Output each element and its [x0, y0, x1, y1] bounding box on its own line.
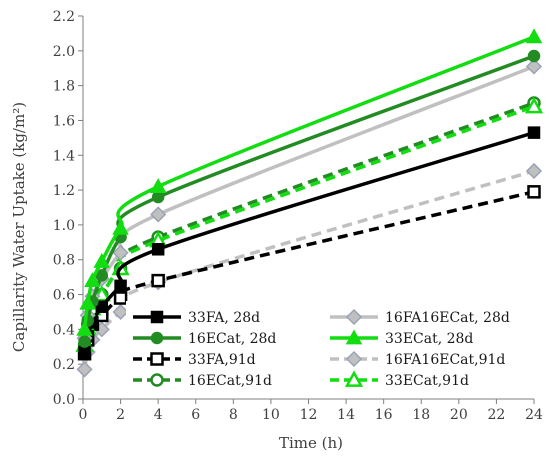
x-tick-label: 14 [337, 407, 355, 423]
legend-swatch-marker [344, 370, 364, 387]
legend-item: 33ECat, 28d [330, 329, 473, 347]
y-tick-label: 1.0 [53, 218, 75, 234]
data-point [527, 126, 541, 139]
y-tick-label: 2.0 [53, 44, 75, 60]
legend-label: 33ECat,91d [385, 373, 469, 389]
legend-label: 16FA16ECat, 28d [385, 310, 510, 326]
legend-item: 33ECat,91d [330, 370, 469, 389]
legend-item: 33FA,91d [133, 352, 256, 368]
data-point [525, 162, 543, 180]
legend-box [126, 301, 530, 393]
data-point [79, 294, 96, 310]
legend-swatch-marker [345, 350, 363, 368]
data-point [78, 335, 91, 348]
legend-swatch-marker [345, 329, 363, 345]
x-tick-label: 0 [79, 407, 88, 423]
data-point [95, 300, 109, 313]
y-tick-label: 0.2 [53, 357, 75, 373]
legend-swatch-marker [150, 310, 164, 324]
legend-item: 16FA16ECat,91d [330, 350, 505, 368]
legend-item: 33FA, 28d [133, 310, 260, 326]
legend: 33FA, 28d 16FA16ECat, 28d 16ECat, 28d 33ECa… [126, 301, 530, 393]
y-tick-label: 1.6 [53, 113, 75, 129]
x-tick-label: 18 [412, 407, 430, 423]
legend-item: 16FA16ECat, 28d [330, 308, 510, 326]
x-tick-label: 8 [229, 407, 238, 423]
data-point [114, 279, 127, 293]
x-tick-label: 6 [191, 407, 200, 423]
data-point [525, 28, 543, 44]
y-axis-title: Capillarity Water Uptake (kg/m²) [10, 102, 28, 352]
data-point [525, 58, 543, 75]
data-point [112, 219, 129, 235]
data-point [149, 178, 167, 193]
legend-item: 16ECat, 28d [133, 331, 276, 347]
data-point [76, 361, 93, 378]
data-point [113, 291, 128, 305]
data-point [527, 185, 541, 199]
legend-item: 16ECat,91d [133, 373, 272, 389]
x-tick-label: 22 [488, 407, 506, 423]
data-point [527, 49, 541, 63]
legend-label: 33ECat, 28d [385, 331, 473, 347]
legend-label: 16FA16ECat,91d [385, 352, 505, 368]
data-point [151, 273, 165, 288]
legend-label: 33FA,91d [188, 352, 256, 368]
axes: 0 2 4 6 8 10 12 14 16 18 20 22 240.00.20.40.60.81.01… [53, 9, 543, 423]
x-tick-label: 2 [116, 407, 125, 423]
legend-label: 33FA, 28d [188, 310, 260, 326]
data-point [84, 272, 101, 287]
y-tick-label: 0.4 [53, 322, 75, 338]
x-axis-title: Time (h) [279, 434, 343, 452]
legend-swatch-marker [150, 331, 164, 345]
y-tick-label: 1.8 [53, 79, 75, 95]
x-tick-label: 20 [450, 407, 468, 423]
data-point [151, 243, 165, 256]
series-layer [75, 28, 544, 378]
legend-label: 16ECat,91d [188, 373, 272, 389]
data-point [93, 252, 111, 268]
y-tick-label: 0.0 [53, 392, 75, 408]
data-point [151, 190, 165, 204]
y-tick-label: 2.2 [53, 9, 75, 25]
x-tick-label: 4 [154, 407, 163, 423]
legend-swatch-marker [345, 308, 363, 326]
data-point [78, 345, 91, 359]
x-tick-label: 24 [525, 407, 543, 423]
series-3 [76, 28, 543, 336]
data-point [524, 96, 544, 114]
y-tick-label: 1.4 [53, 148, 75, 164]
data-point [76, 320, 93, 336]
legend-swatch-marker [150, 373, 164, 387]
y-tick-label: 1.2 [53, 183, 75, 199]
data-point [150, 206, 167, 223]
y-tick-label: 0.6 [53, 288, 75, 304]
x-tick-label: 16 [375, 407, 393, 423]
x-tick-label: 10 [262, 407, 280, 423]
legend-swatch-marker [150, 352, 164, 366]
y-tick-label: 0.8 [53, 253, 75, 269]
x-tick-label: 12 [300, 407, 318, 423]
legend-label: 16ECat, 28d [188, 331, 276, 347]
series-line [82, 54, 535, 342]
data-point [112, 244, 129, 261]
data-point [112, 303, 129, 321]
